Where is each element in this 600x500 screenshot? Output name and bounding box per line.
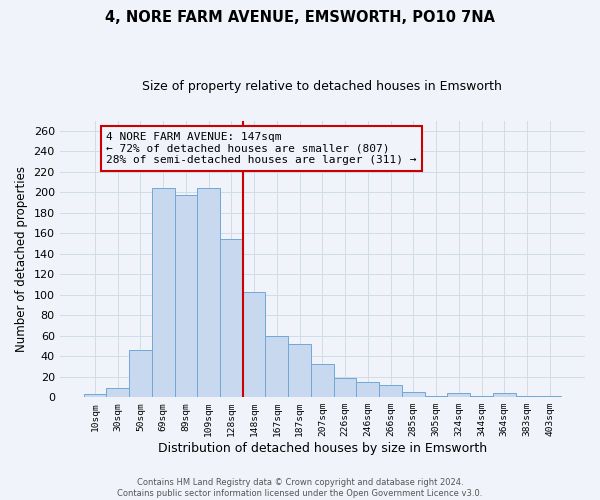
Text: Contains HM Land Registry data © Crown copyright and database right 2024.
Contai: Contains HM Land Registry data © Crown c… (118, 478, 482, 498)
Bar (265, 336, 288, 397)
Text: 4 NORE FARM AVENUE: 147sqm
← 72% of detached houses are smaller (807)
28% of sem: 4 NORE FARM AVENUE: 147sqm ← 72% of deta… (106, 132, 417, 165)
Bar (493, 393, 515, 397)
Bar (448, 393, 470, 397)
Bar (402, 392, 425, 397)
Bar (129, 350, 152, 397)
Bar (288, 344, 311, 397)
Title: Size of property relative to detached houses in Emsworth: Size of property relative to detached ho… (142, 80, 502, 93)
X-axis label: Distribution of detached houses by size in Emsworth: Distribution of detached houses by size … (158, 442, 487, 455)
Bar (538, 396, 561, 397)
Bar (197, 188, 220, 397)
Bar (425, 396, 448, 397)
Bar (356, 382, 379, 397)
Bar (83, 394, 106, 397)
Bar (152, 188, 175, 397)
Bar (470, 396, 493, 397)
Bar (175, 196, 197, 397)
Bar (379, 385, 402, 397)
Bar (220, 240, 243, 397)
Y-axis label: Number of detached properties: Number of detached properties (15, 166, 28, 352)
Bar (334, 378, 356, 397)
Bar (515, 396, 538, 397)
Text: 4, NORE FARM AVENUE, EMSWORTH, PO10 7NA: 4, NORE FARM AVENUE, EMSWORTH, PO10 7NA (105, 10, 495, 25)
Bar (311, 364, 334, 397)
Bar (243, 292, 265, 397)
Bar (106, 388, 129, 397)
